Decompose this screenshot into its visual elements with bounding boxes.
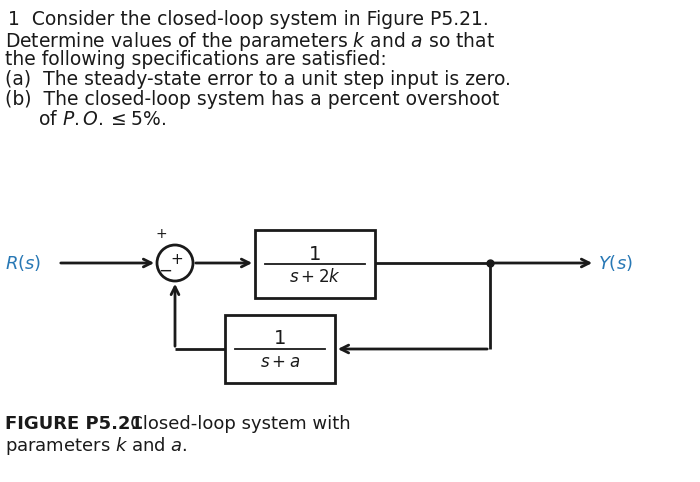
Text: (a)  The steady-state error to a unit step input is zero.: (a) The steady-state error to a unit ste… (5, 70, 511, 89)
Text: +: + (171, 252, 183, 267)
Text: parameters $k$ and $a$.: parameters $k$ and $a$. (5, 435, 188, 457)
Text: $s + a$: $s + a$ (260, 353, 300, 371)
Text: 1  Consider the closed-loop system in Figure P5.21.: 1 Consider the closed-loop system in Fig… (8, 10, 489, 29)
Text: of $P.O. \leq 5\%$.: of $P.O. \leq 5\%$. (38, 110, 166, 129)
Text: the following specifications are satisfied:: the following specifications are satisfi… (5, 50, 386, 69)
Text: $R(s)$: $R(s)$ (5, 253, 41, 273)
Text: 1: 1 (309, 244, 321, 264)
Text: $s + 2k$: $s + 2k$ (289, 268, 341, 286)
Text: +: + (155, 227, 167, 241)
Text: $Y(s)$: $Y(s)$ (598, 253, 633, 273)
Text: (b)  The closed-loop system has a percent overshoot: (b) The closed-loop system has a percent… (5, 90, 499, 109)
Text: −: − (158, 262, 172, 280)
Bar (255, 230, 375, 298)
Text: Determine values of the parameters $k$ and $a$ so that: Determine values of the parameters $k$ a… (5, 30, 495, 53)
Bar (225, 315, 335, 383)
Text: 1: 1 (274, 330, 286, 348)
Text: Closed-loop system with: Closed-loop system with (113, 415, 351, 433)
Text: FIGURE P5.21: FIGURE P5.21 (5, 415, 143, 433)
